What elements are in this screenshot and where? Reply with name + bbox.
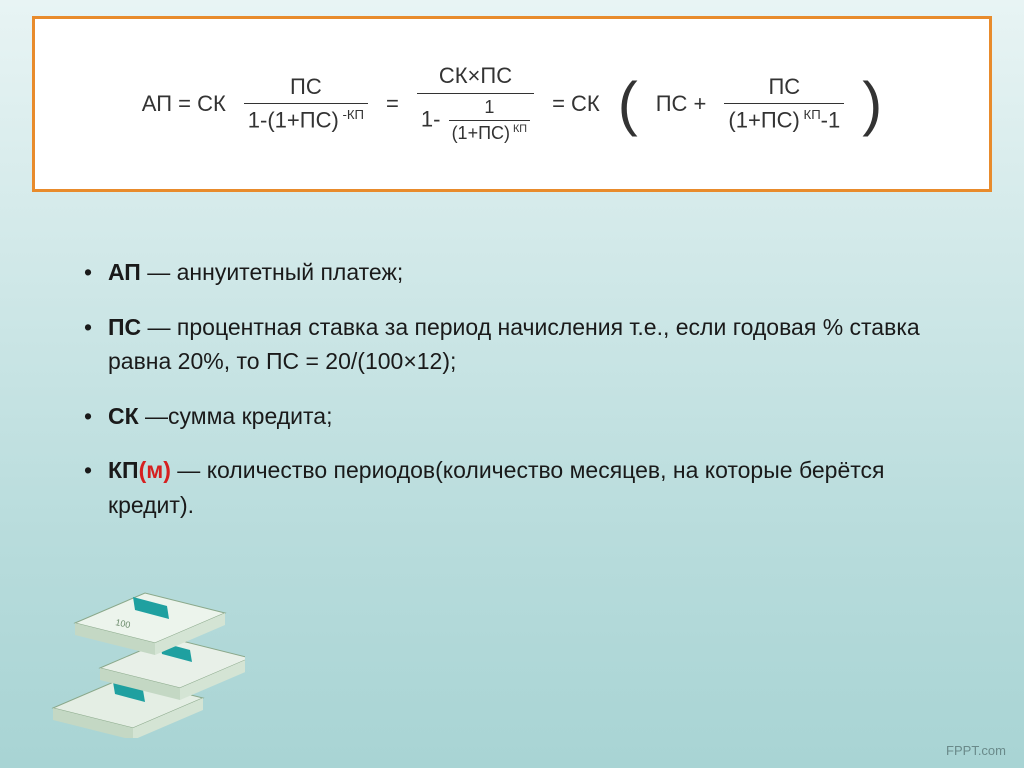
f1-den-exp: -КП [339,107,364,122]
list-item: КП(м) — количество периодов(количество м… [80,453,964,522]
f2-inner-den-base: (1+ПС) [452,123,510,143]
f3-numerator: ПС [764,73,804,104]
f1-denominator: 1-(1+ПС) -КП [244,103,368,135]
term-ps: ПС [108,314,141,340]
def-kp: — количество периодов(количество месяцев… [108,457,884,518]
list-item: ПС — процентная ставка за период начисле… [80,310,964,379]
list-item: АП — аннуитетный платеж; [80,255,964,290]
equals-1: = [386,91,399,117]
f2-inner-num: 1 [481,96,497,120]
footer-attribution: FPPT.com [946,743,1006,758]
def-ap: — аннуитетный платеж; [141,259,403,285]
formula-fraction-3: ПС (1+ПС) КП-1 [724,73,844,136]
formula-fraction-2: СК×ПС 1- 1 (1+ПС) КП [417,62,534,145]
definitions-list: АП — аннуитетный платеж; ПС — процентная… [80,255,964,522]
definitions-section: АП — аннуитетный платеж; ПС — процентная… [80,255,964,542]
formula-lhs: АП = СК [142,91,226,117]
term-ap: АП [108,259,141,285]
f2-inner-fraction: 1 (1+ПС) КП [449,96,531,146]
f2-denominator: 1- 1 (1+ПС) КП [417,93,534,146]
formula-container: АП = СК ПС 1-(1+ПС) -КП = СК×ПС 1- 1 (1+… [32,16,992,192]
f3-inside-a: ПС + [656,91,707,117]
f3-den-exp: КП [800,107,821,122]
def-sk: —сумма кредита; [139,403,333,429]
f2-den-prefix: 1- [421,107,441,132]
f3-denominator: (1+ПС) КП-1 [724,103,844,135]
term-kp: КП [108,457,139,483]
term-kp-suffix: (м) [139,457,171,483]
f3-den-tail: -1 [821,108,841,133]
def-ps: — процентная ставка за период начисления… [108,314,920,375]
money-stack-icon: 100 [45,578,245,738]
f1-den-base: 1-(1+ПС) [248,108,339,133]
formula-fraction-1: ПС 1-(1+ПС) -КП [244,73,368,136]
f2-inner-den-exp: КП [510,123,527,135]
f1-numerator: ПС [286,73,326,104]
f3-den-base: (1+ПС) [728,108,799,133]
annuity-formula: АП = СК ПС 1-(1+ПС) -КП = СК×ПС 1- 1 (1+… [142,62,882,145]
term-sk: СК [108,403,139,429]
list-item: СК —сумма кредита; [80,399,964,434]
formula-part3-prefix: = СК [552,91,600,117]
f2-numerator: СК×ПС [435,62,516,93]
f2-inner-den: (1+ПС) КП [449,120,531,145]
